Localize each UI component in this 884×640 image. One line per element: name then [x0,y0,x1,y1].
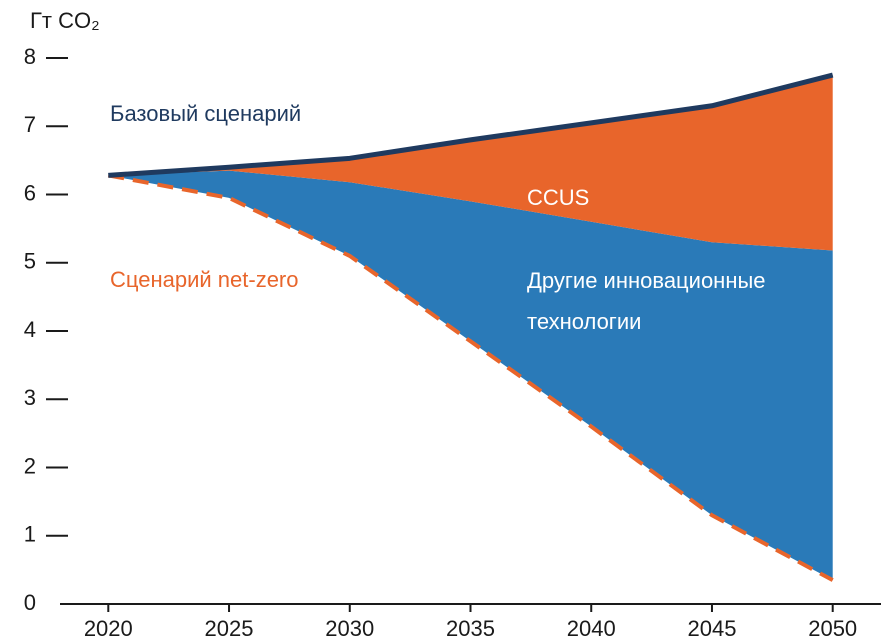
y-axis-label: Гт CO₂ [30,8,100,33]
x-tick-label: 2030 [325,616,374,640]
x-tick-label: 2020 [84,616,133,640]
line [107,173,834,582]
y-tick-label: 3 [24,385,36,410]
x-tick-label: 2025 [205,616,254,640]
x-tick-label: 2045 [687,616,736,640]
area [108,170,833,581]
series-label: Сценарий net-zero [110,267,299,292]
area [108,75,833,251]
y-tick-label: 1 [24,522,36,547]
y-tick-label: 6 [24,180,36,205]
series-label: CCUS [527,185,590,210]
series-label-box: CCUS [527,185,590,210]
y-tick-label: 5 [24,249,36,274]
series-label: Базовый сценарий [110,101,301,126]
y-tick-label: 7 [24,112,36,137]
x-tick-label: 2050 [808,616,857,640]
x-tick-label: 2040 [567,616,616,640]
y-tick-label: 0 [24,590,36,615]
x-tick-label: 2035 [446,616,495,640]
line [108,72,834,178]
y-tick-label: 8 [24,44,36,69]
series-label-box: Другие инновационные технологии [527,268,766,334]
y-tick-label: 4 [24,317,36,342]
series-label: Другие инновационные технологии [527,268,766,334]
y-tick-label: 2 [24,453,36,478]
